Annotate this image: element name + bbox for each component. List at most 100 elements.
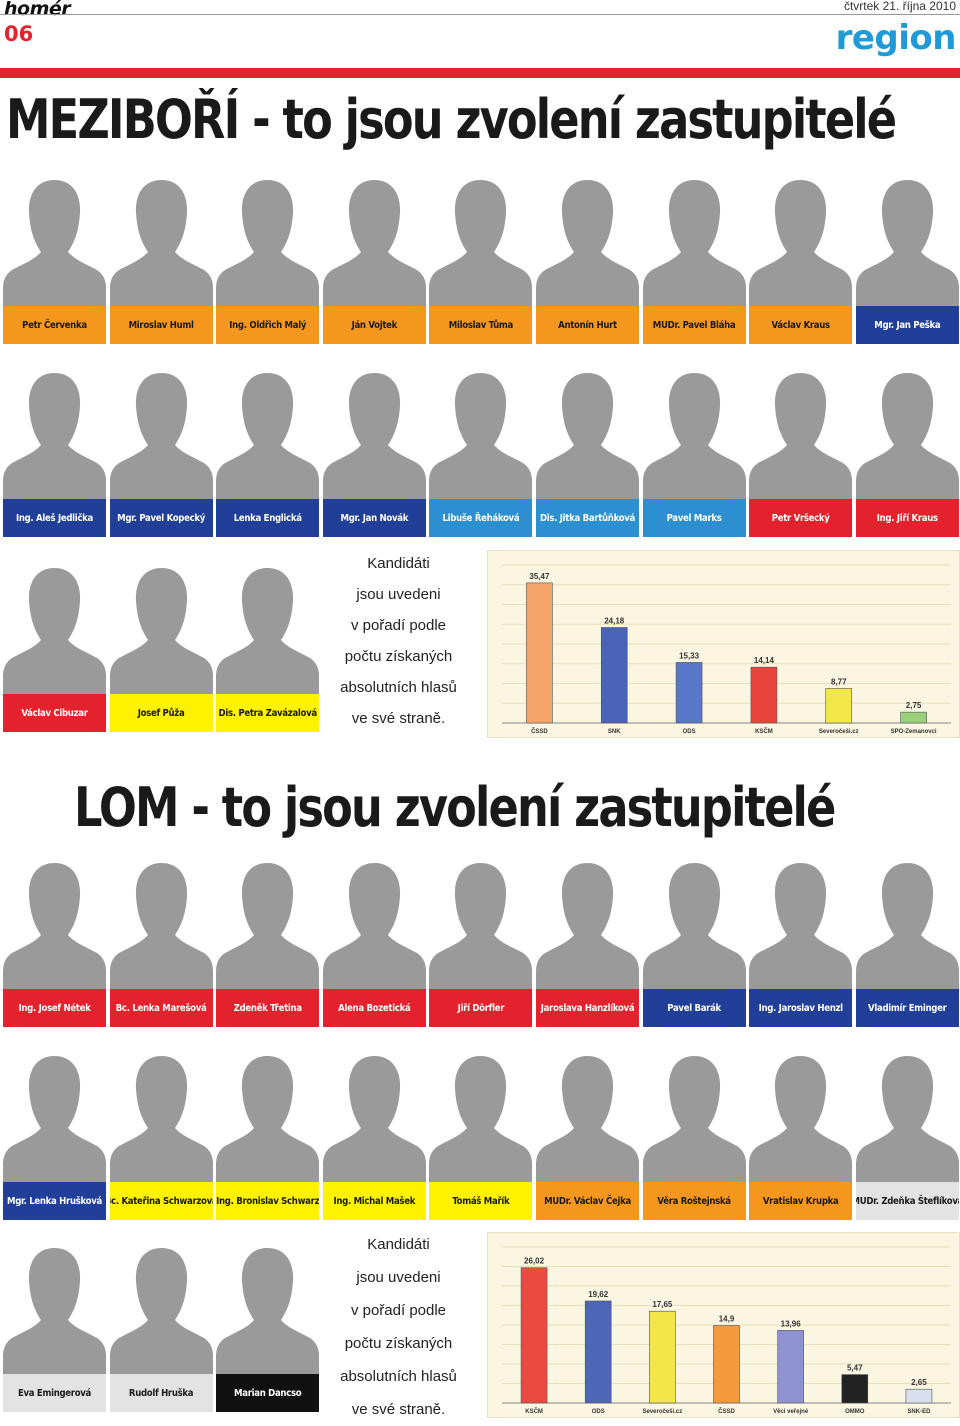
person-silhouette-icon (429, 863, 533, 989)
candidate-card: Mgr. Jan Peška (855, 176, 959, 344)
person-silhouette-icon (749, 373, 853, 499)
candidate-name: Jaroslava Hanzlíková (536, 989, 639, 1027)
candidate-card: Lenka Englická (216, 369, 320, 537)
person-silhouette-icon (749, 863, 853, 989)
note-line: počtu získaných (344, 1335, 453, 1352)
candidate-photo (109, 369, 213, 499)
person-silhouette-icon (216, 1248, 320, 1374)
mezibori-bar-chart: 35,47 ČSSD 24,18 SNK 15,33 ODS 14,14 KSČM 8,77 Se… (502, 564, 951, 735)
candidate-name: Marian Dancso (216, 1374, 320, 1412)
candidate-card: Jaroslava Hanzlíková (536, 859, 639, 1027)
person-silhouette-icon (322, 180, 426, 306)
person-silhouette-icon (536, 180, 639, 306)
candidate-name: Dis. Jitka Bartůňková (536, 499, 639, 537)
person-silhouette-icon (749, 180, 853, 306)
bar-value-label: 2,75 (906, 701, 922, 710)
person-silhouette-icon (855, 1056, 959, 1182)
person-silhouette-icon (536, 1056, 639, 1182)
candidate-card: Bc. Kateřina Schwarzová (109, 1052, 213, 1220)
person-silhouette-icon (109, 568, 213, 694)
bar-value-label: 14,14 (754, 656, 775, 665)
candidate-photo (322, 859, 426, 989)
candidate-photo (216, 176, 320, 306)
note-line: Kandidáti (367, 555, 430, 572)
lom-bar-chart: 26,02 KSČM 19,62 ODS 17,65 Severočeši.cz 14,9 Č… (502, 1246, 951, 1415)
note-line: Kandidáti (367, 1236, 430, 1253)
candidate-name: Věra Roštejnská (642, 1182, 746, 1220)
candidate-name: Mgr. Lenka Hrušková (3, 1182, 106, 1220)
note-line: jsou uvedeni (356, 1269, 441, 1286)
candidate-card: Rudolf Hruška (109, 1244, 213, 1412)
bar-value-label: 19,62 (588, 1290, 609, 1299)
candidate-photo (429, 859, 533, 989)
candidate-name: MUDr. Pavel Bláha (642, 306, 746, 344)
bar-value-label: 5,47 (847, 1364, 863, 1373)
candidate-photo (749, 176, 853, 306)
person-silhouette-icon (429, 180, 533, 306)
bar-value-label: 17,65 (652, 1300, 673, 1309)
candidate-card: Alena Bozetická (322, 859, 426, 1027)
candidate-name: Bc. Lenka Marešová (109, 989, 213, 1027)
person-silhouette-icon (3, 1056, 106, 1182)
section-title: region (835, 18, 957, 58)
category-label: Věci veřejné (773, 1409, 809, 1415)
person-silhouette-icon (536, 863, 639, 989)
bar (520, 1267, 548, 1404)
category-label: ODS (592, 1409, 605, 1415)
candidate-card: Miroslav Huml (109, 176, 213, 344)
category-label: Severočeši.cz (643, 1409, 683, 1415)
note-line: ve své straně. (351, 710, 446, 727)
candidate-card: Antonín Hurt (536, 176, 639, 344)
bar (777, 1330, 804, 1404)
candidate-card: Marian Dancso (216, 1244, 320, 1412)
candidate-name: Ing. Aleš Jedlička (3, 499, 106, 537)
bar-value-label: 2,65 (911, 1378, 927, 1387)
person-silhouette-icon (216, 1056, 320, 1182)
candidate-name: Vratislav Krupka (749, 1182, 853, 1220)
candidate-photo (3, 1052, 106, 1182)
person-silhouette-icon (322, 863, 426, 989)
newspaper-logo: homér (4, 0, 71, 20)
candidate-photo (429, 176, 533, 306)
candidate-photo (855, 369, 959, 499)
candidate-card: Dis. Jitka Bartůňková (536, 369, 639, 537)
candidate-photo (642, 176, 746, 306)
candidate-card: Ing. Jiří Kraus (855, 369, 959, 537)
candidate-card: Ing. Michal Mašek (322, 1052, 426, 1220)
category-label: KSČM (525, 1408, 543, 1415)
mezibori-chart: 35,47 ČSSD 24,18 SNK 15,33 ODS 14,14 KSČM 8,77 Se… (487, 550, 960, 738)
candidate-name: Ing. Oldřich Malý (216, 306, 320, 344)
note-line: v pořadí podle (350, 1302, 447, 1319)
bar (825, 688, 853, 724)
candidate-name: Dis. Petra Zavázalová (216, 694, 320, 732)
candidate-photo (749, 1052, 853, 1182)
note-line: ve své straně. (351, 1401, 446, 1418)
candidate-card: Věra Roštejnská (642, 1052, 746, 1220)
person-silhouette-icon (3, 180, 106, 306)
candidate-photo (3, 564, 106, 694)
candidate-card: Ing. Jaroslav Henzl (749, 859, 853, 1027)
candidate-card: Pavel Marks (642, 369, 746, 537)
candidate-photo (109, 1244, 213, 1374)
candidate-card: Josef Půža (109, 564, 213, 732)
candidate-photo (429, 369, 533, 499)
person-silhouette-icon (429, 1056, 533, 1182)
person-silhouette-icon (216, 863, 320, 989)
category-label: Severočeši.cz (819, 729, 859, 735)
page-number: 06 (4, 22, 34, 46)
person-silhouette-icon (109, 1056, 213, 1182)
candidate-card: Ing. Josef Nétek (3, 859, 106, 1027)
note-line: jsou uvedeni (356, 586, 441, 603)
bar (584, 1300, 612, 1404)
candidate-card: Mgr. Lenka Hrušková (3, 1052, 106, 1220)
person-silhouette-icon (3, 373, 106, 499)
candidate-card: Mgr. Pavel Kopecký (109, 369, 213, 537)
category-label: OMMO (845, 1409, 865, 1415)
note-line: absolutních hlasů (340, 1368, 457, 1385)
page-header: homér čtvrtek 21. října 2010 06 region (0, 0, 960, 80)
candidate-photo (536, 176, 639, 306)
candidate-photo (536, 369, 639, 499)
candidate-card: Jiří Dörfler (429, 859, 533, 1027)
candidate-photo (216, 859, 320, 989)
candidate-name: Vladimír Eminger (855, 989, 959, 1027)
